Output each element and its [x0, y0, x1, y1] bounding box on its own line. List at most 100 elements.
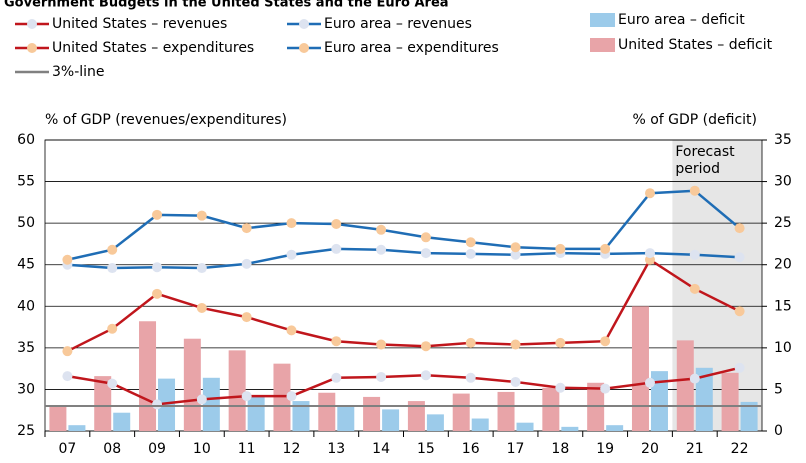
bar — [49, 406, 67, 431]
marker — [420, 341, 431, 352]
x-tick-label: 15 — [417, 441, 435, 457]
y2-tick-label: 35 — [774, 132, 792, 148]
marker — [465, 372, 476, 383]
y-tick-label: 60 — [17, 132, 35, 148]
x-tick-label: 08 — [103, 441, 121, 457]
marker — [241, 391, 252, 402]
y-tick-label: 25 — [17, 423, 35, 439]
marker — [62, 371, 73, 382]
bar — [363, 396, 381, 431]
bar — [407, 401, 425, 431]
marker — [196, 210, 207, 221]
marker — [644, 377, 655, 388]
marker — [331, 372, 342, 383]
bar — [542, 387, 560, 431]
marker — [510, 249, 521, 260]
marker — [152, 209, 163, 220]
marker — [600, 383, 611, 394]
marker — [152, 262, 163, 273]
bar — [139, 321, 157, 431]
bar — [516, 422, 534, 431]
marker — [331, 243, 342, 254]
bar — [606, 425, 624, 431]
bar — [497, 391, 515, 431]
marker — [734, 362, 745, 373]
legend-label: United States – expenditures — [52, 40, 254, 56]
marker — [644, 188, 655, 199]
forecast-label: Forecast — [675, 144, 735, 160]
y-tick-label: 45 — [17, 257, 35, 273]
marker — [286, 391, 297, 402]
marker — [331, 218, 342, 229]
marker — [734, 223, 745, 234]
line — [67, 189, 741, 261]
bar — [452, 393, 470, 431]
y2-tick-label: 15 — [774, 298, 792, 314]
marker — [107, 378, 118, 389]
x-tick-label: 13 — [327, 441, 345, 457]
marker — [196, 263, 207, 274]
y2-tick-label: 0 — [774, 423, 783, 439]
y2-axis-label: % of GDP (deficit) — [632, 112, 757, 128]
legend-marker — [299, 19, 309, 29]
marker — [689, 249, 700, 260]
legend-label: United States – revenues — [52, 16, 227, 32]
marker — [420, 248, 431, 259]
marker — [107, 323, 118, 334]
bar — [94, 376, 112, 431]
marker — [152, 288, 163, 299]
y-tick-label: 40 — [17, 298, 35, 314]
marker — [600, 336, 611, 347]
bar — [382, 409, 400, 431]
marker — [286, 218, 297, 229]
y2-tick-label: 10 — [774, 340, 792, 356]
bar — [228, 350, 246, 431]
bar — [247, 396, 265, 431]
x-tick-label: 19 — [596, 441, 614, 457]
marker — [107, 244, 118, 255]
marker — [196, 394, 207, 405]
legend-label: United States – deficit — [618, 37, 773, 53]
marker — [196, 302, 207, 313]
legend-label: Euro area – expenditures — [324, 40, 499, 56]
y-tick-label: 55 — [17, 174, 35, 190]
bar — [561, 426, 579, 431]
marker — [465, 248, 476, 259]
bar — [471, 418, 489, 431]
y-axis-label: % of GDP (revenues/expenditures) — [45, 112, 287, 128]
marker — [376, 339, 387, 350]
line — [66, 257, 741, 353]
y2-tick-label: 30 — [774, 174, 792, 190]
y-tick-label: 30 — [17, 381, 35, 397]
bar — [68, 425, 86, 431]
marker — [689, 185, 700, 196]
x-tick-label: 12 — [283, 441, 301, 457]
x-tick-label: 07 — [58, 441, 76, 457]
marker — [152, 399, 163, 410]
marker — [241, 223, 252, 234]
line — [67, 247, 740, 270]
y2-tick-label: 20 — [774, 257, 792, 273]
bar — [721, 372, 739, 431]
bar — [113, 412, 131, 431]
legend-marker — [299, 43, 309, 53]
marker — [62, 254, 73, 265]
marker — [689, 283, 700, 294]
marker — [376, 371, 387, 382]
bar — [183, 338, 201, 431]
marker — [510, 339, 521, 350]
legend-marker — [27, 43, 37, 53]
marker — [241, 258, 252, 269]
bar — [202, 377, 220, 431]
marker — [600, 243, 611, 254]
x-tick-label: 17 — [507, 441, 525, 457]
x-tick-label: 18 — [551, 441, 569, 457]
legend-marker — [27, 19, 37, 29]
bar — [650, 371, 668, 431]
bar — [695, 367, 713, 431]
marker — [286, 325, 297, 336]
y-tick-label: 50 — [17, 215, 35, 231]
bar — [676, 340, 694, 431]
marker — [555, 243, 566, 254]
